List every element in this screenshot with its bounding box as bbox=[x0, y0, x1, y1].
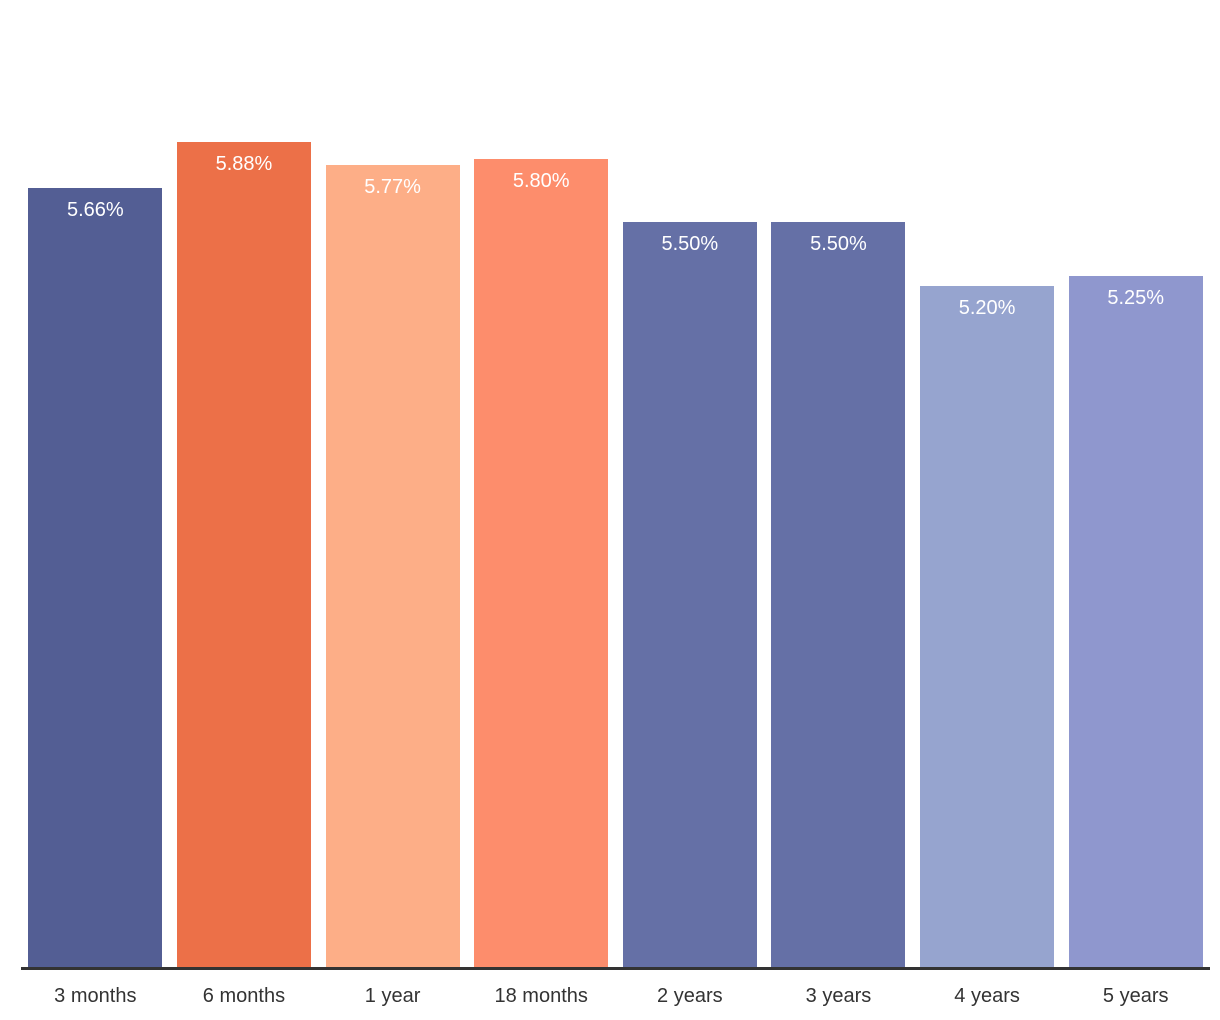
bar: 5.88% bbox=[176, 141, 311, 967]
bar: 5.66% bbox=[28, 188, 163, 967]
x-tick-label: 4 years bbox=[954, 985, 1020, 1007]
bar-value-label: 5.77% bbox=[364, 175, 421, 198]
bar-slot: 5.50% bbox=[616, 116, 765, 967]
bar-slot: 5.80% bbox=[467, 116, 616, 967]
bar-slot: 5.88% bbox=[170, 116, 319, 967]
bar: 5.50% bbox=[771, 222, 906, 967]
x-axis-labels: 3 months 6 months 1 year 18 months 2 years 3 … bbox=[21, 983, 1210, 1009]
bar-value-label: 5.50% bbox=[661, 233, 719, 256]
bar: 5.80% bbox=[474, 158, 609, 967]
bar-slot: 5.66% bbox=[21, 116, 170, 967]
bar-value-label: 5.50% bbox=[810, 233, 867, 256]
bar: 5.25% bbox=[1068, 275, 1203, 967]
bar-slot: 5.25% bbox=[1061, 116, 1210, 967]
x-axis-line bbox=[21, 967, 1210, 970]
bar: 5.77% bbox=[325, 164, 460, 967]
x-tick-label: 2 years bbox=[657, 985, 723, 1007]
x-tick-label: 6 months bbox=[202, 985, 286, 1007]
bars-row: 5.66% 5.88% 5.77% 5.80% 5.50% 5.50% 5.20% 5.25% bbox=[21, 116, 1210, 967]
x-tick-label: 18 months bbox=[494, 985, 588, 1007]
bar-value-label: 5.66% bbox=[66, 199, 124, 222]
x-tick-label: 5 years bbox=[1102, 985, 1169, 1007]
x-tick-label: 3 years bbox=[805, 985, 872, 1007]
bar-value-label: 5.20% bbox=[958, 297, 1016, 320]
bar-value-label: 5.25% bbox=[1107, 286, 1165, 309]
bar-value-label: 5.80% bbox=[512, 169, 570, 192]
x-tick-label: 1 year bbox=[364, 985, 421, 1007]
bar-slot: 5.77% bbox=[318, 116, 467, 967]
x-tick-label: 3 months bbox=[54, 985, 137, 1007]
plot-area: 5.66% 5.88% 5.77% 5.80% 5.50% 5.50% 5.20% 5.25% bbox=[21, 116, 1210, 967]
bar: 5.20% bbox=[920, 286, 1055, 967]
bar-slot: 5.20% bbox=[913, 116, 1062, 967]
bar-slot: 5.50% bbox=[764, 116, 913, 967]
bar-value-label: 5.88% bbox=[215, 152, 273, 175]
bar: 5.50% bbox=[622, 222, 757, 967]
